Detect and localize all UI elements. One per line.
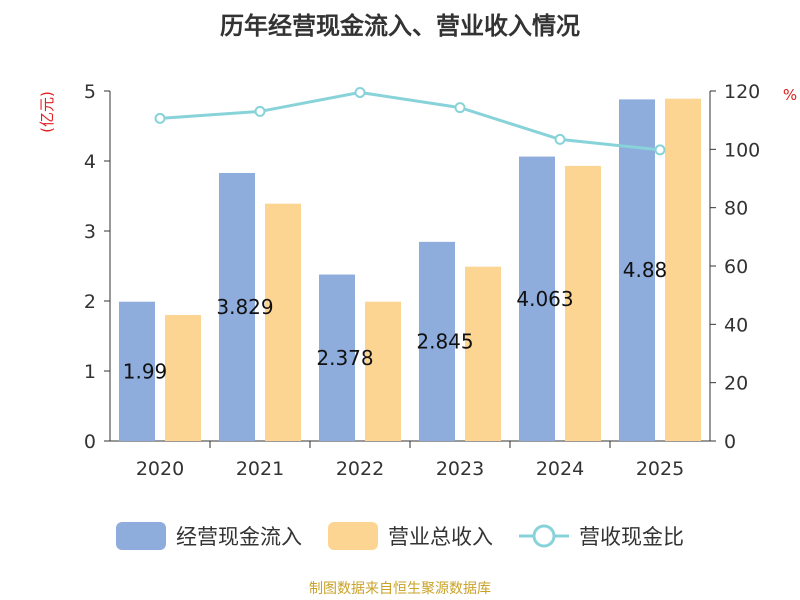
data-label-cash-inflow: 4.063 <box>516 287 573 311</box>
legend-label-cash-ratio: 营收现金比 <box>579 525 684 549</box>
x-tick-label: 2023 <box>436 458 484 480</box>
data-label-cash-inflow: 3.829 <box>216 295 273 319</box>
source-note: 制图数据来自恒生聚源数据库 <box>309 581 491 597</box>
chart-title: 历年经营现金流入、营业收入情况 <box>220 12 580 40</box>
y-left-tick-label: 2 <box>84 291 96 313</box>
y-right-tick-label: 20 <box>724 373 748 395</box>
bar-cash-inflow <box>619 99 655 442</box>
x-tick-label: 2021 <box>236 458 284 480</box>
y-right-unit-label: % <box>783 86 797 104</box>
bar-revenue <box>465 266 501 441</box>
y-left-tick-label: 0 <box>84 431 96 453</box>
y-right-tick-label: 60 <box>724 256 748 278</box>
bar-cash-inflow <box>319 274 355 441</box>
legend-swatch-revenue <box>328 522 378 550</box>
data-label-cash-inflow: 2.378 <box>316 346 373 370</box>
y-left-tick-label: 3 <box>84 221 96 243</box>
line-cash-ratio <box>159 90 661 152</box>
x-tick-label: 2024 <box>536 458 584 480</box>
y-right-tick-label: 120 <box>724 81 760 103</box>
legend-item-cash-ratio[interactable]: 营收现金比 <box>519 521 684 551</box>
y-left-unit-label: (亿元) <box>38 91 56 133</box>
point-cash-ratio <box>254 105 266 117</box>
y-right-tick-label: 40 <box>724 314 748 336</box>
point-cash-ratio <box>654 144 666 156</box>
bar-revenue <box>265 203 301 441</box>
legend-label-revenue: 营业总收入 <box>388 525 493 549</box>
legend-swatch-cash-ratio <box>519 524 569 548</box>
y-left-tick-label: 5 <box>84 81 96 103</box>
point-cash-ratio <box>354 86 366 98</box>
x-tick-label: 2022 <box>336 458 384 480</box>
y-right-tick-label: 100 <box>724 139 760 161</box>
point-cash-ratio <box>554 133 566 145</box>
y-left-tick-label: 1 <box>84 361 96 383</box>
bar-cash-inflow <box>419 241 455 441</box>
legend-item-cash-inflow[interactable]: 经营现金流入 <box>116 521 302 551</box>
x-tick-label: 2020 <box>136 458 184 480</box>
legend-swatch-cash-inflow <box>116 522 166 550</box>
bar-cash-inflow <box>219 172 255 441</box>
y-right-tick-label: 0 <box>724 431 736 453</box>
legend: 经营现金流入 营业总收入 营收现金比 <box>0 518 800 554</box>
bar-revenue <box>665 98 701 441</box>
bar-revenue <box>165 315 201 441</box>
data-label-cash-inflow: 1.99 <box>123 359 168 383</box>
legend-label-cash-inflow: 经营现金流入 <box>176 525 302 549</box>
point-cash-ratio <box>154 112 166 124</box>
data-label-cash-inflow: 4.88 <box>623 258 668 282</box>
y-right-tick-label: 80 <box>724 198 748 220</box>
bar-cash-inflow <box>119 301 155 441</box>
data-label-cash-inflow: 2.845 <box>416 329 473 353</box>
bar-cash-inflow <box>519 156 555 441</box>
y-left-tick-label: 4 <box>84 151 96 173</box>
x-tick-label: 2025 <box>636 458 684 480</box>
legend-item-revenue[interactable]: 营业总收入 <box>328 521 493 551</box>
bar-revenue <box>365 301 401 441</box>
point-cash-ratio <box>454 102 466 114</box>
bar-revenue <box>565 165 601 441</box>
